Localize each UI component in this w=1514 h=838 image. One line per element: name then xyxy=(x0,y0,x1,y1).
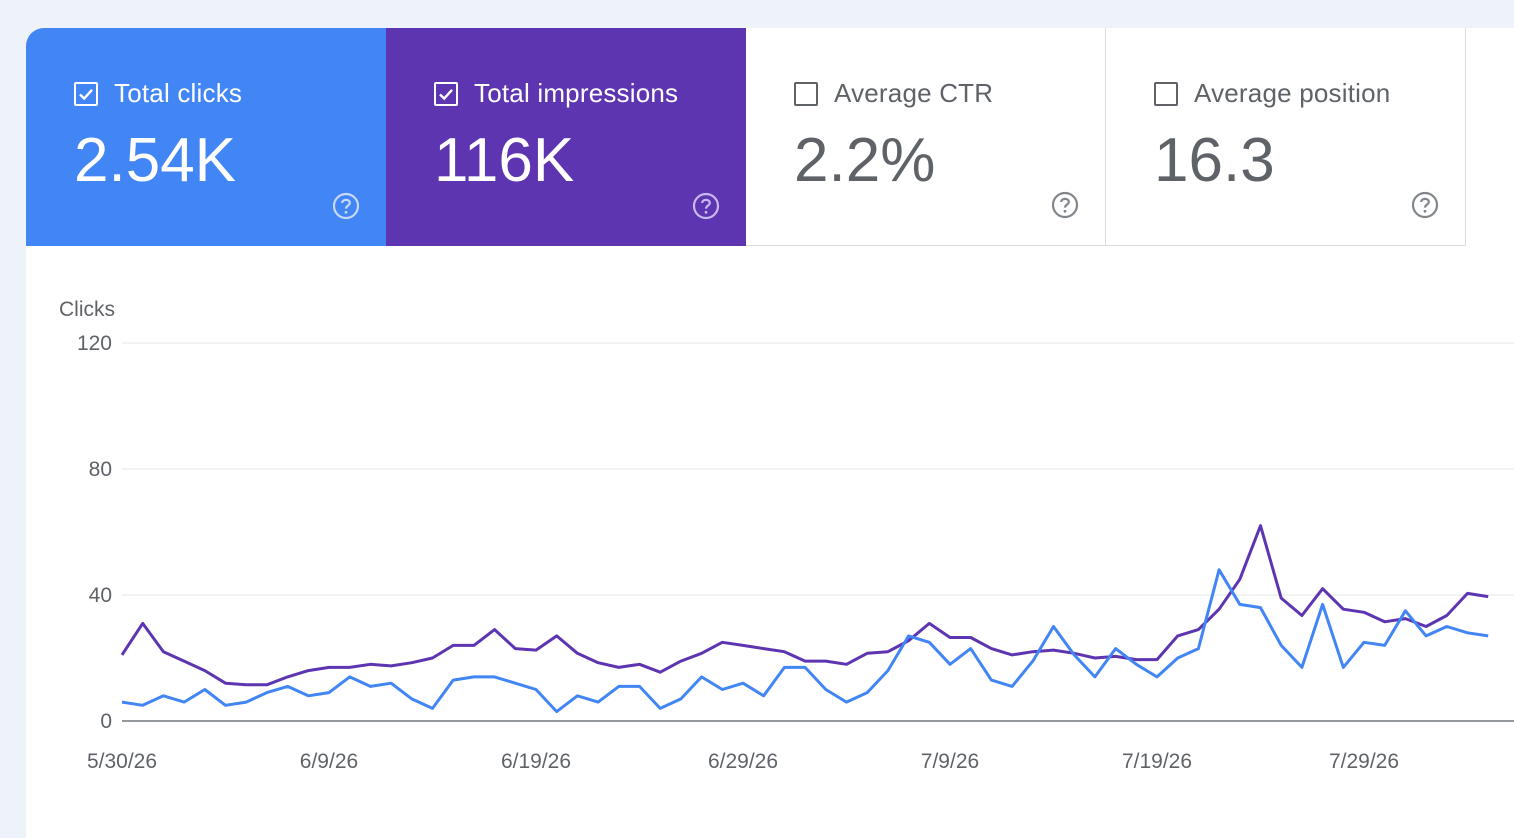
metric-card-total-impressions[interactable]: Total impressions 116K xyxy=(386,28,746,246)
y-tick-label: 80 xyxy=(89,458,112,481)
y-tick-label: 120 xyxy=(77,332,112,355)
x-tick-label: 6/9/26 xyxy=(300,750,358,773)
x-tick-label: 6/29/26 xyxy=(708,750,778,773)
checkbox-checked-icon[interactable] xyxy=(74,81,98,106)
metric-value: 16.3 xyxy=(1154,126,1275,195)
checkbox-unchecked-icon[interactable] xyxy=(1154,81,1178,106)
metric-label: Average CTR xyxy=(834,78,994,108)
help-circle-icon[interactable] xyxy=(1411,191,1439,219)
metric-value: 2.54K xyxy=(74,126,237,195)
x-tick-label: 7/9/26 xyxy=(921,750,979,773)
y-axis-ticks: 0 40 80 120 xyxy=(77,332,112,733)
gridlines xyxy=(122,342,1514,722)
checkbox-unchecked-icon[interactable] xyxy=(794,81,818,106)
series-line-impressions xyxy=(120,524,1489,687)
metric-card-total-clicks[interactable]: Total clicks 2.54K xyxy=(26,28,386,246)
performance-chart: Clicks 0 40 80 120 5/30/26 6/9/26 6/19/26 6/29… xyxy=(26,246,1514,838)
x-tick-label: 7/29/26 xyxy=(1329,750,1399,773)
metric-value: 2.2% xyxy=(794,126,936,195)
line-chart: Clicks 0 40 80 120 5/30/26 6/9/26 6/19/26 6/29… xyxy=(59,298,1514,773)
series-line-clicks xyxy=(121,568,1489,714)
x-tick-label: 5/30/26 xyxy=(87,750,157,773)
y-tick-label: 0 xyxy=(100,710,112,733)
metric-cards: Total clicks 2.54K Total impressions 116… xyxy=(26,28,1466,246)
y-tick-label: 40 xyxy=(89,584,112,607)
metric-label: Total clicks xyxy=(114,78,243,108)
performance-panel: Total clicks 2.54K Total impressions 116… xyxy=(26,28,1514,838)
metric-label: Total impressions xyxy=(474,78,679,108)
metric-card-average-ctr[interactable]: Average CTR 2.2% xyxy=(746,28,1106,246)
metric-label: Average position xyxy=(1194,78,1391,108)
x-tick-label: 6/19/26 xyxy=(501,750,571,773)
metric-value: 116K xyxy=(434,126,575,195)
series-lines xyxy=(120,524,1489,714)
x-tick-label: 7/19/26 xyxy=(1122,750,1192,773)
help-circle-icon[interactable] xyxy=(332,192,360,220)
y-axis-label: Clicks xyxy=(59,298,115,321)
checkbox-checked-icon[interactable] xyxy=(434,81,458,106)
metric-card-average-position[interactable]: Average position 16.3 xyxy=(1106,28,1466,246)
x-axis-ticks: 5/30/26 6/9/26 6/19/26 6/29/26 7/9/26 7/19/26… xyxy=(87,750,1399,773)
help-circle-icon[interactable] xyxy=(692,192,720,220)
help-circle-icon[interactable] xyxy=(1051,191,1079,219)
